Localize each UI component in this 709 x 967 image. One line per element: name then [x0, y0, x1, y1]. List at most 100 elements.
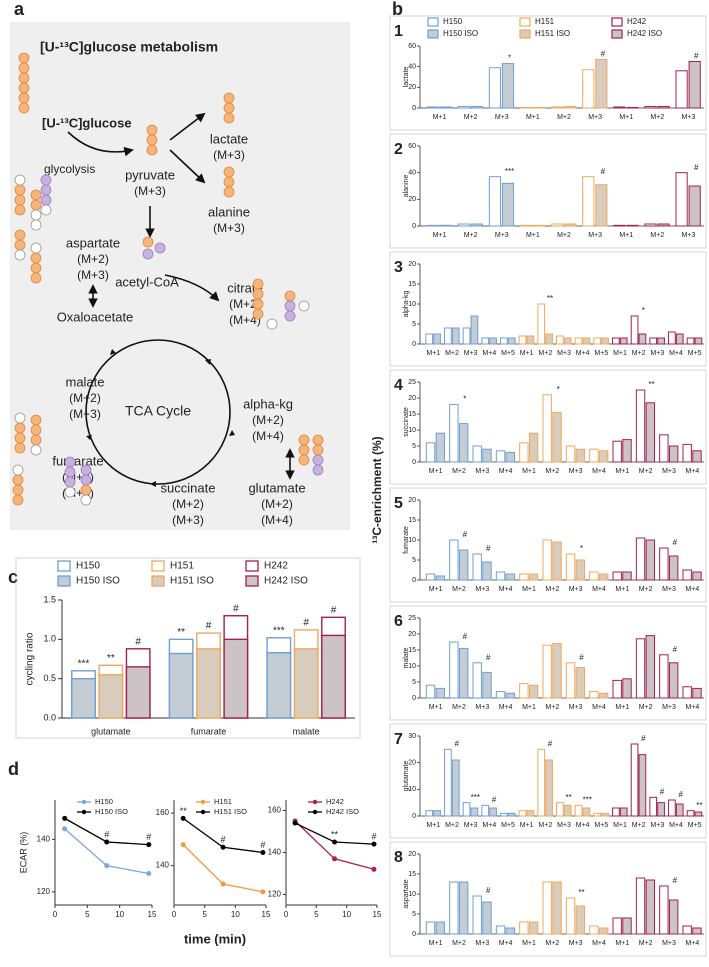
- x-tick-label: 15: [148, 910, 157, 919]
- x-tick-label: M+3: [557, 822, 571, 829]
- legend-label: H151: [535, 17, 555, 26]
- isotopologue: (M+2): [261, 497, 293, 511]
- bar: [552, 643, 562, 699]
- bar: [659, 547, 669, 581]
- panel-number: 8: [394, 849, 403, 866]
- x-tick-label: M+2: [452, 468, 466, 475]
- x-tick-label: M+1: [619, 114, 633, 121]
- x-tick-label: M+1: [522, 468, 536, 475]
- y-tick-label: 10: [408, 301, 416, 308]
- significance: #: [694, 52, 699, 61]
- tca-cycle: [85, 339, 231, 485]
- y-tick-label: 20: [408, 760, 416, 767]
- carbon: [40, 184, 52, 196]
- x-tick-label: M+2: [639, 586, 653, 593]
- bar: [630, 315, 639, 345]
- bar: [482, 561, 492, 581]
- carbon: [12, 464, 24, 476]
- x-tick-label: M+4: [576, 350, 590, 357]
- significance: **: [177, 627, 185, 638]
- x-tick-label: 0: [53, 910, 58, 919]
- carbon: [30, 272, 42, 284]
- point: [260, 850, 266, 855]
- bar: [528, 684, 539, 699]
- legend-swatch: [57, 560, 71, 572]
- bar: [507, 337, 516, 345]
- x-tick-label: M+3: [569, 704, 583, 711]
- bar: [168, 652, 194, 719]
- legend-swatch: [245, 560, 259, 572]
- legend-label: H150 ISO: [95, 807, 128, 816]
- bar: [223, 638, 249, 719]
- legend-swatch: [57, 575, 71, 587]
- x-tick-label: M+4: [576, 822, 590, 829]
- bar: [565, 662, 576, 699]
- significance: #: [260, 840, 265, 850]
- x-tick-label: M+5: [594, 822, 608, 829]
- carbon: [30, 434, 42, 446]
- bar: [552, 541, 562, 581]
- carbon: [30, 424, 42, 436]
- carbon: [30, 209, 42, 221]
- bar: [537, 303, 546, 345]
- bar: [564, 105, 577, 109]
- carbon: [12, 484, 24, 496]
- axis-title: time (min): [184, 931, 246, 946]
- point: [260, 889, 266, 895]
- bar: [500, 812, 508, 817]
- bar: [574, 804, 583, 817]
- carbon: [284, 310, 296, 322]
- x-tick-label: M+3: [464, 822, 478, 829]
- panel-number: 5: [394, 495, 403, 512]
- bar: [668, 555, 679, 581]
- bar: [612, 807, 620, 817]
- x-tick-label: M+1: [522, 586, 536, 593]
- bar: [507, 812, 516, 817]
- carbon: [30, 252, 42, 264]
- significance: #: [673, 538, 678, 547]
- x-tick-label: M+3: [588, 114, 602, 121]
- x-tick-label: 5: [202, 910, 207, 919]
- x-tick-label: M+2: [452, 940, 466, 947]
- carbon: [30, 199, 42, 211]
- significance: ***: [78, 658, 90, 669]
- x-tick-label: M+2: [632, 350, 646, 357]
- bar: [595, 184, 608, 227]
- isotopologue: (M+3): [69, 407, 101, 421]
- bar: [593, 337, 602, 345]
- bar: [495, 571, 506, 581]
- legend-label: H151: [214, 797, 232, 806]
- bar: [682, 569, 692, 581]
- x-tick-label: M+2: [639, 940, 653, 947]
- bar: [582, 69, 595, 109]
- bar: [644, 105, 657, 109]
- legend-swatch: [611, 29, 623, 39]
- bar: [435, 687, 446, 699]
- bar: [601, 337, 609, 345]
- significance: #: [486, 544, 491, 553]
- axis-title: alanine: [403, 175, 410, 198]
- carbon: [252, 288, 264, 300]
- axis-title: aspartate: [403, 879, 410, 908]
- bar: [495, 691, 506, 699]
- process: glycolysis: [44, 162, 95, 176]
- x-tick-label: M+2: [545, 586, 559, 593]
- isotopologue: (M+3): [172, 513, 204, 527]
- significance: *: [580, 544, 583, 553]
- carbon: [80, 464, 92, 476]
- x-tick-label: M+1: [615, 468, 629, 475]
- point: [220, 881, 226, 887]
- significance: ***: [471, 793, 480, 802]
- legend-label: H242: [326, 797, 344, 806]
- bar: [589, 925, 599, 935]
- bar: [692, 687, 702, 699]
- carbon: [18, 52, 30, 64]
- x-tick-label: M+3: [569, 586, 583, 593]
- bar: [457, 105, 470, 109]
- legend-marker: [200, 809, 206, 815]
- x-tick-label: M+2: [445, 822, 459, 829]
- bar: [612, 337, 620, 345]
- legend-swatch: [519, 17, 531, 27]
- bar: [526, 335, 535, 345]
- significance: #: [678, 790, 683, 799]
